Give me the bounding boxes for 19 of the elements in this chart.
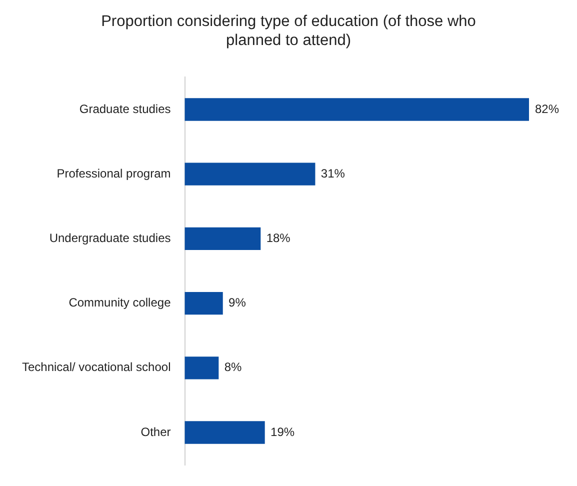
y-tick-label: Technical/ vocational school <box>22 360 171 374</box>
y-tick-label: Community college <box>68 296 172 310</box>
bar <box>184 98 529 121</box>
y-tick-label: Graduate studies <box>79 102 171 116</box>
bar <box>184 421 265 444</box>
bar <box>184 162 316 186</box>
data-label: 31% <box>320 166 346 180</box>
y-tick-label: Professional program <box>56 166 171 180</box>
bar <box>184 356 219 380</box>
data-label: 18% <box>266 231 291 246</box>
chart-title: Proportion considering type of education (of those who planned to attend) <box>100 12 477 51</box>
data-label: 8% <box>224 360 242 374</box>
bar <box>184 292 223 315</box>
data-label: 19% <box>270 424 295 439</box>
bar <box>184 227 261 250</box>
data-label: 9% <box>228 296 246 310</box>
y-tick-label: Undergraduate studies <box>49 231 171 246</box>
y-tick-label: Other <box>140 424 171 439</box>
data-label: 82% <box>535 102 560 116</box>
